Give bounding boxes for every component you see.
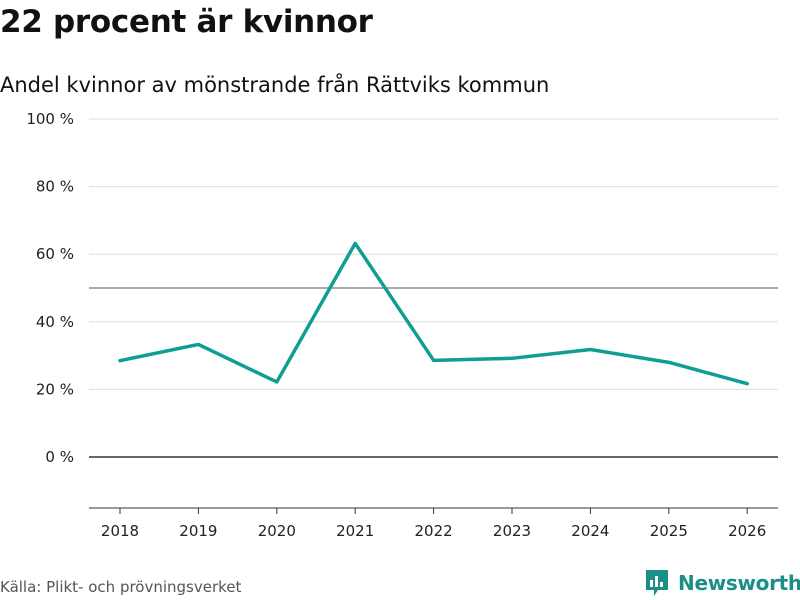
y-tick-label: 40 % xyxy=(36,313,74,331)
data-point xyxy=(745,382,749,386)
chart-title: 22 procent är kvinnor xyxy=(0,4,373,40)
x-tick-label: 2026 xyxy=(728,522,766,540)
x-tick-label: 2021 xyxy=(336,522,374,540)
x-tick-label: 2023 xyxy=(493,522,531,540)
brand-logo: Newsworthy xyxy=(644,568,800,598)
line-chart: 0 % 20 % 40 % 60 % 80 % 100 % 2018 2019 2020 2021… xyxy=(26,110,778,540)
data-point xyxy=(667,360,671,364)
x-tick-label: 2019 xyxy=(179,522,217,540)
series-line xyxy=(118,241,749,386)
chart-subtitle: Andel kvinnor av mönstrande från Rättvik… xyxy=(0,73,550,97)
data-point xyxy=(353,241,357,245)
y-tick-label: 100 % xyxy=(26,110,74,128)
y-tick-label: 60 % xyxy=(36,245,74,263)
x-tick-label: 2022 xyxy=(415,522,453,540)
x-tick-label: 2020 xyxy=(258,522,296,540)
data-point xyxy=(196,342,200,346)
data-point xyxy=(275,380,279,384)
x-tick-label: 2025 xyxy=(650,522,688,540)
brand-name: Newsworthy xyxy=(678,571,800,595)
y-tick-label: 0 % xyxy=(45,448,74,466)
data-point xyxy=(432,358,436,362)
newsworthy-logo-icon xyxy=(646,570,668,596)
data-point xyxy=(588,348,592,352)
y-tick-label: 20 % xyxy=(36,380,74,398)
data-point xyxy=(510,356,514,360)
source-note: Källa: Plikt- och prövningsverket xyxy=(0,578,242,596)
x-tick-label: 2018 xyxy=(101,522,139,540)
y-tick-label: 80 % xyxy=(36,178,74,196)
x-tick-label: 2024 xyxy=(571,522,609,540)
data-point xyxy=(118,359,122,363)
